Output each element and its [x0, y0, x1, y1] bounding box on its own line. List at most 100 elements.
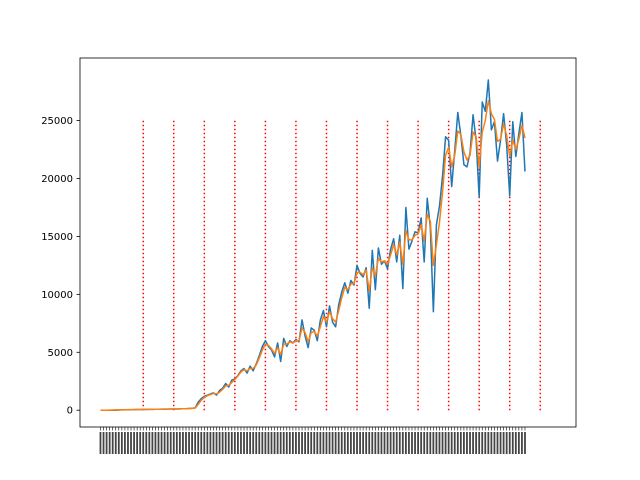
xtick-label-89 — [371, 432, 374, 454]
xtick-label-91 — [377, 432, 380, 454]
xtick-label-33 — [200, 432, 203, 454]
xtick-label-54 — [264, 432, 267, 454]
xtick-label-35 — [206, 432, 209, 454]
xtick-label-19 — [157, 432, 160, 454]
xtick-label-103 — [414, 432, 416, 454]
xtick-label-94 — [386, 432, 389, 454]
xtick-label-126 — [484, 432, 487, 454]
xtick-label-18 — [154, 432, 157, 454]
xtick-label-82 — [350, 432, 352, 454]
xtick-label-85 — [359, 432, 361, 454]
xtick-label-112 — [441, 432, 444, 454]
xtick-label-44 — [233, 432, 236, 454]
xtick-label-13 — [139, 432, 142, 454]
xtick-label-28 — [185, 432, 187, 454]
xtick-label-93 — [383, 432, 386, 454]
xtick-label-46 — [240, 432, 242, 454]
plot-frame — [79, 57, 577, 428]
xtick-label-104 — [417, 432, 419, 454]
xtick-label-55 — [267, 432, 270, 454]
xtick-label-64 — [295, 432, 297, 454]
xtick-label-74 — [325, 432, 328, 454]
xtick-label-43 — [230, 432, 233, 454]
xtick-label-42 — [227, 432, 230, 454]
xtick-label-31 — [194, 432, 197, 454]
xtick-label-51 — [255, 432, 258, 454]
xtick-label-131 — [499, 432, 502, 454]
xtick-label-15 — [145, 432, 148, 454]
xtick-label-67 — [304, 432, 306, 454]
xtick-label-38 — [215, 432, 218, 454]
xtick-label-108 — [429, 432, 432, 454]
xtick-label-48 — [246, 432, 248, 454]
xtick-label-45 — [237, 432, 239, 454]
xtick-label-27 — [182, 432, 184, 454]
series-lines — [100, 79, 526, 411]
ytick-label-5: 25000 — [41, 116, 73, 127]
xtick-label-122 — [472, 432, 474, 454]
xtick-label-41 — [224, 432, 227, 454]
xtick-label-56 — [270, 432, 273, 454]
xtick-label-120 — [466, 432, 468, 454]
xtick-label-127 — [487, 432, 490, 454]
ytick-label-1: 5000 — [48, 348, 73, 359]
xtick-label-24 — [172, 432, 175, 454]
xtick-label-12 — [136, 432, 139, 454]
xtick-label-2 — [105, 432, 108, 454]
xtick-label-30 — [191, 432, 193, 454]
xtick-label-137 — [517, 432, 520, 454]
xtick-label-130 — [496, 432, 499, 454]
xtick-label-11 — [133, 432, 135, 454]
xtick-label-80 — [343, 432, 346, 454]
xtick-label-73 — [322, 432, 325, 454]
xtick-label-25 — [175, 432, 178, 454]
xtick-label-70 — [313, 432, 316, 454]
xtick-label-102 — [411, 432, 413, 454]
xtick-label-121 — [469, 432, 471, 454]
xtick-label-34 — [203, 432, 206, 454]
xtick-label-7 — [120, 432, 123, 454]
xtick-label-138 — [521, 432, 523, 454]
xtick-label-0 — [99, 432, 102, 454]
ytick-label-0: 0 — [67, 406, 73, 417]
xtick-label-118 — [459, 432, 462, 454]
xtick-label-14 — [142, 432, 145, 454]
xtick-label-135 — [511, 432, 514, 454]
xtick-label-47 — [243, 432, 245, 454]
series-1-line — [100, 100, 526, 411]
xtick-label-109 — [432, 432, 435, 454]
xtick-label-50 — [252, 432, 255, 454]
xtick-label-114 — [447, 432, 450, 454]
xtick-label-20 — [160, 432, 163, 454]
xtick-label-26 — [178, 432, 181, 454]
xtick-label-1 — [102, 432, 105, 454]
xtick-label-16 — [148, 432, 151, 454]
plot-area — [79, 57, 577, 428]
xtick-label-36 — [209, 432, 212, 454]
xtick-label-62 — [288, 432, 291, 454]
xtick-label-115 — [450, 432, 453, 454]
xtick-label-21 — [163, 432, 166, 454]
xtick-label-113 — [444, 432, 447, 454]
xtick-label-66 — [301, 432, 303, 454]
ytick-label-3: 15000 — [41, 232, 73, 243]
xtick-label-22 — [166, 432, 169, 454]
xtick-label-69 — [310, 432, 313, 454]
xtick-label-111 — [438, 432, 441, 454]
xtick-label-17 — [151, 432, 154, 454]
xtick-label-8 — [124, 432, 126, 454]
xtick-label-134 — [508, 432, 511, 454]
xtick-label-65 — [298, 432, 300, 454]
xtick-label-87 — [365, 432, 368, 454]
xtick-label-63 — [291, 432, 294, 454]
xtick-label-88 — [368, 432, 371, 454]
xtick-label-61 — [285, 432, 288, 454]
xtick-label-59 — [279, 432, 282, 454]
xtick-label-10 — [130, 432, 132, 454]
xtick-label-124 — [478, 432, 481, 454]
xtick-label-37 — [212, 432, 215, 454]
xtick-label-97 — [395, 432, 398, 454]
xtick-label-110 — [435, 432, 438, 454]
xtick-label-86 — [362, 432, 365, 454]
ytick-label-4: 20000 — [41, 174, 73, 185]
